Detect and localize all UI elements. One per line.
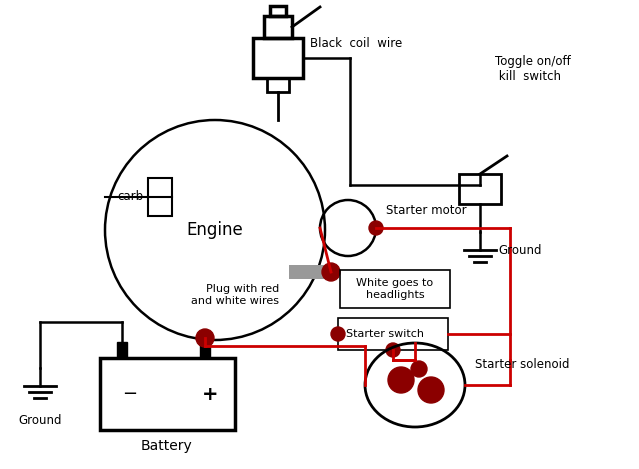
- Bar: [270, 6, 286, 16]
- Text: Starter motor: Starter motor: [386, 204, 466, 217]
- Bar: [459, 174, 501, 204]
- Text: Engine: Engine: [187, 221, 243, 239]
- Bar: [148, 178, 172, 216]
- Bar: [100, 358, 235, 430]
- Bar: [117, 342, 127, 358]
- Text: carb: carb: [117, 190, 143, 204]
- Text: Starter solenoid: Starter solenoid: [475, 358, 569, 371]
- Bar: [289, 265, 331, 279]
- Text: Battery: Battery: [141, 439, 193, 453]
- Bar: [338, 318, 448, 350]
- Bar: [267, 78, 289, 92]
- Text: −: −: [123, 385, 137, 403]
- Circle shape: [196, 329, 214, 347]
- Circle shape: [322, 263, 340, 281]
- Bar: [253, 38, 303, 78]
- Circle shape: [369, 221, 383, 235]
- Text: Toggle on/off
 kill  switch: Toggle on/off kill switch: [495, 55, 571, 83]
- Circle shape: [411, 361, 427, 377]
- Circle shape: [418, 377, 444, 403]
- Text: Starter switch: Starter switch: [346, 329, 424, 339]
- Circle shape: [331, 327, 345, 341]
- Circle shape: [388, 367, 414, 393]
- Text: Black  coil  wire: Black coil wire: [310, 37, 402, 50]
- Text: +: +: [202, 385, 219, 403]
- Circle shape: [386, 343, 400, 357]
- Text: Ground: Ground: [498, 243, 541, 257]
- Text: Ground: Ground: [19, 414, 62, 426]
- Bar: [264, 16, 292, 38]
- Bar: [340, 270, 450, 308]
- Text: Plug with red
and white wires: Plug with red and white wires: [191, 284, 279, 306]
- Text: White goes to
headlights: White goes to headlights: [357, 278, 434, 300]
- Bar: [200, 338, 210, 358]
